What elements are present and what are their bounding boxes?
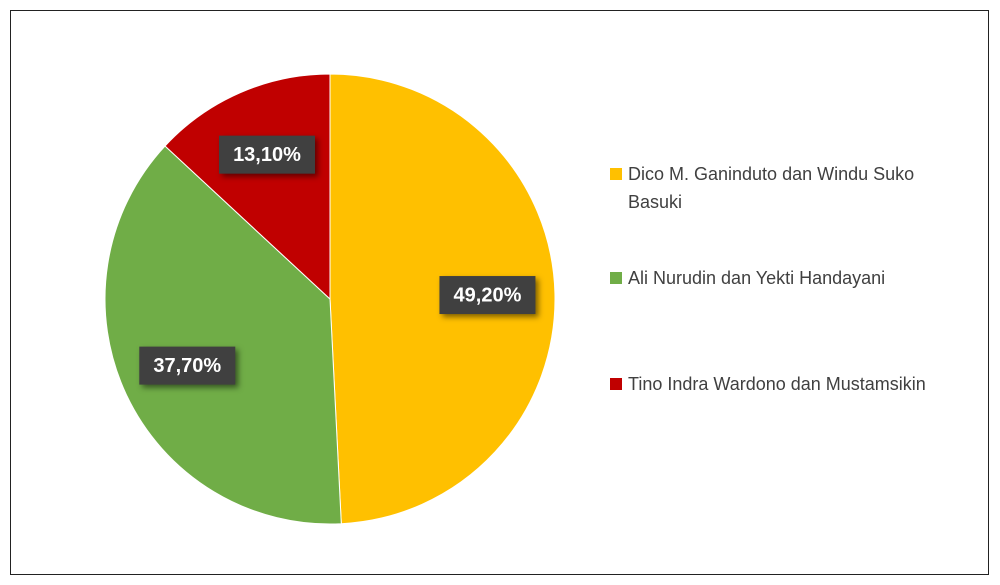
value-label: 13,10%: [233, 144, 301, 166]
value-label: 37,70%: [153, 355, 221, 377]
value-label-box: [218, 135, 315, 174]
legend-item: Ali Nurudin dan Yekti Handayani: [610, 264, 940, 292]
legend-label: Dico M. Ganinduto dan Windu Suko Basuki: [628, 164, 915, 212]
pie-slice: [164, 73, 331, 301]
value-label-box: [139, 346, 236, 385]
value-label-box: [439, 276, 536, 315]
legend-swatch: [610, 168, 622, 180]
legend-swatch: [610, 272, 622, 284]
legend-label: Ali Nurudin dan Yekti Handayani: [628, 268, 886, 288]
legend-item: Dico M. Ganinduto dan Windu Suko Basuki: [610, 160, 940, 216]
legend-label: Tino Indra Wardono dan Mustamsikin: [628, 374, 926, 394]
value-label: 49,20%: [454, 284, 522, 306]
legend-swatch: [610, 378, 622, 390]
legend-item: Tino Indra Wardono dan Mustamsikin: [610, 370, 940, 398]
pie-slice: [104, 145, 342, 525]
